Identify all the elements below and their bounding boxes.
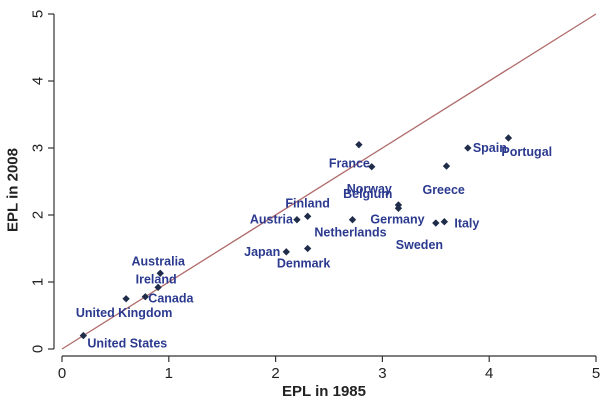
reference-line: [61, 13, 597, 350]
label-canada: Canada: [148, 292, 194, 306]
label-finland: Finland: [285, 196, 329, 210]
y-tick-label: 5: [30, 10, 47, 18]
y-axis-title: EPL in 2008: [5, 148, 22, 232]
x-tick-label: 5: [592, 365, 600, 382]
label-japan: Japan: [244, 245, 280, 259]
point-united-states: [79, 331, 88, 340]
x-tick-label: 3: [378, 365, 386, 382]
label-germany: Germany: [370, 212, 424, 226]
point-ireland: [154, 283, 162, 292]
point-germany: [394, 204, 403, 212]
label-belgium: Belgium: [343, 187, 392, 201]
label-australia: Australia: [132, 254, 187, 268]
point-japan: [282, 248, 290, 256]
y-tick-label: 2: [30, 211, 47, 219]
point-australia: [156, 269, 164, 277]
point-spain: [464, 144, 472, 152]
label-norway: Norway: [347, 182, 392, 196]
point-austria: [293, 216, 301, 224]
label-united-kingdom: United Kingdom: [76, 306, 173, 320]
point-denmark: [303, 244, 312, 253]
point-finland: [303, 212, 312, 221]
plot-area: 0 1 2 3 4 5 0 1 2 3 4 5 United States United Kingdo…: [30, 10, 601, 382]
label-denmark: Denmark: [277, 257, 331, 271]
data-points: [79, 134, 513, 340]
x-tick-label: 4: [485, 365, 493, 382]
label-spain: Spain: [473, 141, 507, 155]
label-france: France: [329, 157, 370, 171]
label-austria: Austria: [250, 213, 294, 227]
x-tick-label: 2: [271, 365, 279, 382]
x-tick-label: 1: [165, 365, 173, 382]
label-italy: Italy: [454, 217, 479, 231]
label-greece: Greece: [422, 183, 464, 197]
point-netherlands: [348, 216, 357, 224]
label-united-states: United States: [87, 337, 167, 351]
y-tick-label: 4: [30, 77, 47, 85]
point-greece: [442, 162, 451, 170]
point-united-kingdom: [122, 295, 130, 303]
label-portugal: Portugal: [501, 145, 552, 159]
y-tick-label: 1: [30, 278, 47, 286]
x-tick-label: 0: [58, 365, 66, 382]
x-axis-ticks: 0 1 2 3 4 5: [58, 356, 600, 382]
point-france: [355, 140, 363, 149]
point-sweden: [432, 219, 440, 227]
label-netherlands: Netherlands: [314, 226, 386, 240]
y-tick-label: 3: [30, 144, 47, 152]
label-sweden: Sweden: [396, 238, 443, 252]
point-italy: [440, 218, 449, 226]
label-ireland: Ireland: [136, 272, 177, 286]
y-tick-label: 0: [30, 345, 47, 353]
x-axis-title: EPL in 1985: [282, 383, 366, 400]
y-axis-ticks: 0 1 2 3 4 5: [30, 10, 54, 353]
